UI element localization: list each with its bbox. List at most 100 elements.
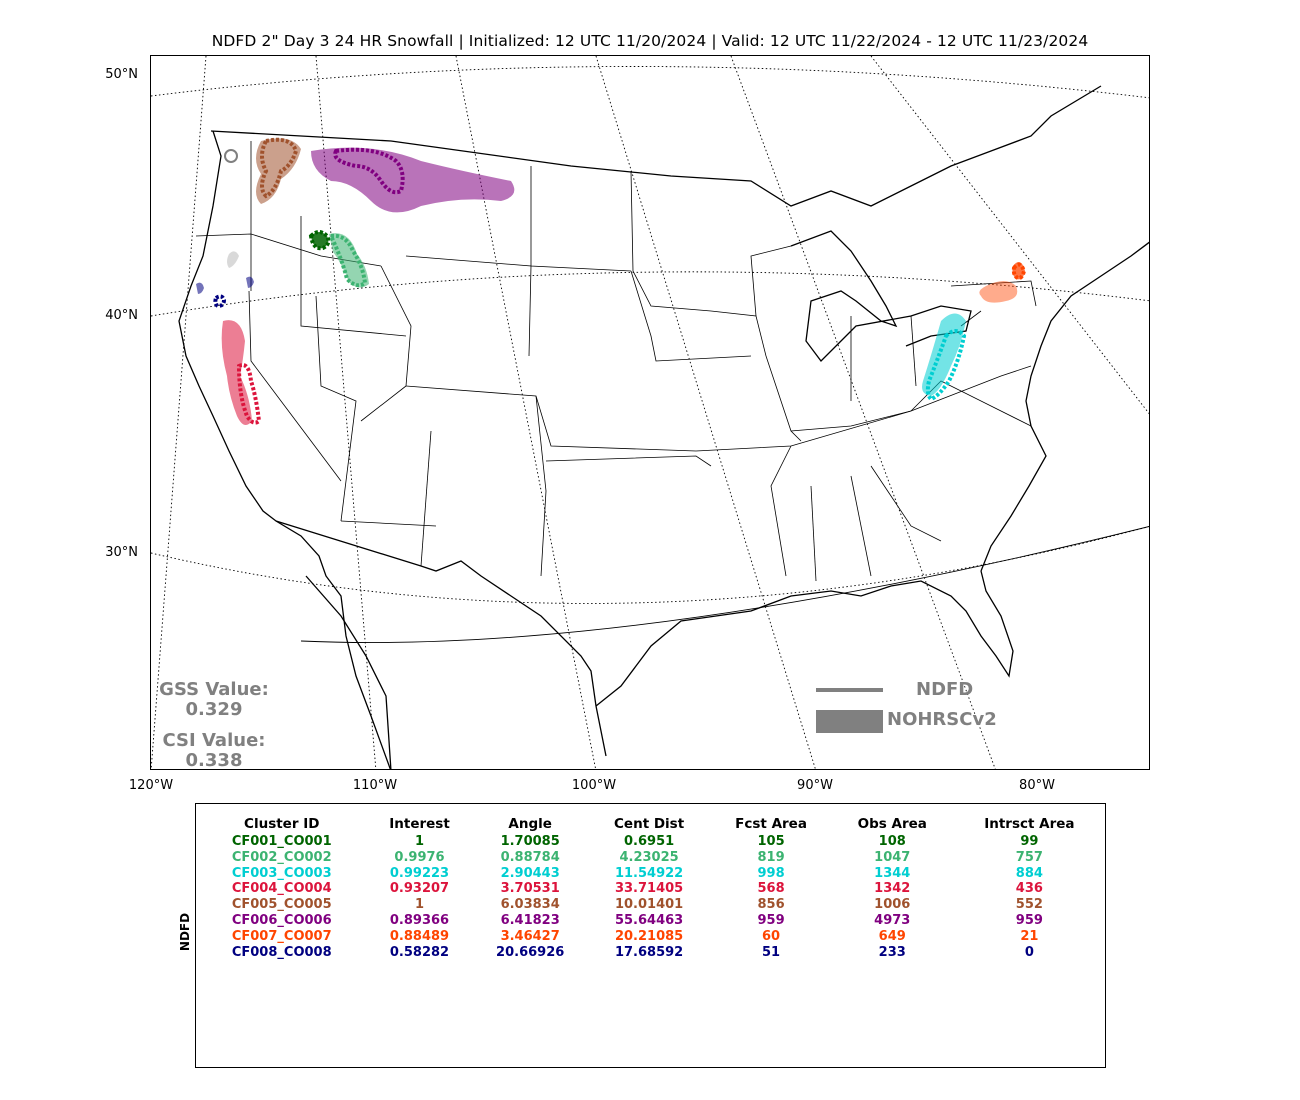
cell-interest: 0.58282 [389, 944, 450, 960]
cell-obs-area: 233 [878, 944, 906, 960]
legend-nohrsc-label: NOHRSCv2 [887, 709, 997, 730]
fcst-outline-cf005 [260, 137, 299, 199]
cell-intrsct-area: 21 [1020, 928, 1039, 944]
meridian-80w [730, 56, 996, 769]
col-cent-dist: Cent Dist [614, 816, 685, 832]
cell-cluster-id: CF004_CO004 [231, 881, 332, 897]
lon-label-80w: 80°W [1019, 778, 1055, 793]
observed-areas [196, 138, 1025, 425]
cell-cent-dist: 20.21085 [614, 928, 684, 944]
cell-intrsct-area: 757 [1015, 849, 1043, 865]
cell-intrsct-area: 99 [1020, 834, 1039, 849]
cell-cluster-id: CF003_CO003 [231, 865, 332, 881]
gulf-of-california [305, 575, 392, 769]
cell-cluster-id: CF001_CO001 [231, 834, 332, 849]
obs-area-cf005 [256, 138, 301, 204]
csi-label: CSI Value: [162, 730, 266, 751]
cell-obs-area: 1344 [874, 865, 911, 881]
cell-intrsct-area: 959 [1015, 912, 1043, 928]
table-row: CF004_CO004 0.93207 3.70531 33.71405 568 1342… [196, 881, 1107, 897]
lon-label-100w: 100°W [571, 778, 617, 793]
cell-interest: 0.89366 [389, 912, 450, 928]
cell-obs-area: 1047 [874, 849, 911, 865]
cell-fcst-area: 998 [757, 865, 785, 881]
fcst-outline-cf003 [925, 329, 967, 402]
mexico-border [275, 520, 607, 757]
col-obs-area: Obs Area [857, 816, 927, 832]
chart-title: NDFD 2" Day 3 24 HR Snowfall | Initializ… [211, 32, 1089, 50]
parallel-40n [151, 271, 1149, 317]
cluster-stats-table: Cluster ID Interest Angle Cent Dist Fcst… [196, 814, 1107, 960]
table-row: CF006_CO006 0.89366 6.41823 55.64463 959 4973… [196, 913, 1107, 929]
cell-fcst-area: 959 [757, 912, 785, 928]
cell-cluster-id: CF008_CO008 [231, 944, 332, 960]
coastlines [178, 85, 1149, 769]
conus-map [151, 56, 1149, 769]
fcst-outline-cf004 [236, 363, 262, 425]
col-cluster-id: Cluster ID [244, 816, 320, 832]
fcst-outline-cf008 [213, 294, 227, 309]
col-fcst-area: Fcst Area [735, 816, 807, 832]
col-interest: Interest [389, 816, 450, 832]
cell-cent-dist: 17.68592 [614, 944, 684, 960]
cell-interest: 1 [414, 897, 425, 913]
table-row: CF005_CO005 1 6.03834 10.01401 856 1006 552 [196, 897, 1107, 913]
cell-obs-area: 4973 [874, 912, 911, 928]
obs-area-misc [227, 251, 239, 268]
fcst-outline-cf002 [328, 233, 368, 288]
cell-cluster-id: CF005_CO005 [231, 897, 332, 913]
gulf-coast [595, 570, 1014, 707]
lon-label-90w: 90°W [797, 778, 833, 793]
cell-angle: 0.88784 [500, 849, 560, 865]
cell-obs-area: 1342 [874, 881, 911, 897]
meridian-120w [151, 56, 207, 769]
cell-cent-dist: 55.64463 [614, 912, 684, 928]
cell-angle: 20.66926 [496, 944, 565, 960]
cell-angle: 3.70531 [500, 881, 560, 897]
obs-area-cf007 [979, 281, 1018, 303]
forecast-outlines [213, 137, 1027, 425]
gss-label: GSS Value: [159, 679, 269, 700]
cell-cent-dist: 0.6951 [624, 834, 675, 849]
cell-cluster-id: CF007_CO007 [231, 928, 332, 944]
state-lines [195, 141, 1037, 582]
cell-interest: 0.93207 [389, 881, 450, 897]
lon-label-120w: 120°W [128, 778, 174, 793]
obs-area-cf004 [221, 320, 252, 425]
col-intrsct-area: Intrsct Area [984, 816, 1075, 832]
lat-label-40: 40°N [105, 308, 138, 323]
meridian-100w [455, 56, 597, 769]
col-angle: Angle [508, 816, 552, 832]
cell-obs-area: 649 [878, 928, 906, 944]
cell-angle: 6.41823 [500, 912, 560, 928]
fcst-outline-cf001 [308, 230, 331, 251]
legend-nohrsc-swatch [816, 710, 883, 733]
fcst-outline-cf007 [1011, 262, 1027, 281]
lat-label-50: 50°N [105, 67, 138, 82]
legend-ndfd-label: NDFD [916, 679, 974, 700]
cell-fcst-area: 60 [762, 928, 781, 944]
cell-angle: 3.46427 [500, 928, 560, 944]
obs-area-cf006 [311, 147, 515, 213]
map-panel [150, 55, 1150, 770]
cell-angle: 1.70085 [500, 834, 560, 849]
cell-interest: 1 [414, 834, 425, 849]
pacific-coast [178, 130, 391, 769]
cell-fcst-area: 51 [762, 944, 781, 960]
cell-intrsct-area: 884 [1015, 865, 1043, 881]
cell-fcst-area: 568 [757, 881, 785, 897]
cell-cent-dist: 4.23025 [619, 849, 679, 865]
atlantic-coast [980, 241, 1149, 572]
lon-label-110w: 110°W [352, 778, 398, 793]
cell-intrsct-area: 436 [1015, 881, 1043, 897]
gss-value: 0.329 [185, 699, 243, 720]
lat-label-30: 30°N [105, 545, 138, 560]
parallel-30n [151, 526, 1149, 604]
obs-area-cf002 [329, 233, 369, 288]
table-row: CF001_CO001 1 1.70085 0.6951 105 108 99 [196, 834, 1107, 850]
fcst-outline-cf006 [333, 147, 405, 195]
cell-cluster-id: CF002_CO002 [231, 849, 332, 865]
cell-interest: 0.99223 [389, 865, 450, 881]
cell-fcst-area: 856 [757, 897, 785, 913]
fcst-outline-misc [224, 149, 239, 163]
